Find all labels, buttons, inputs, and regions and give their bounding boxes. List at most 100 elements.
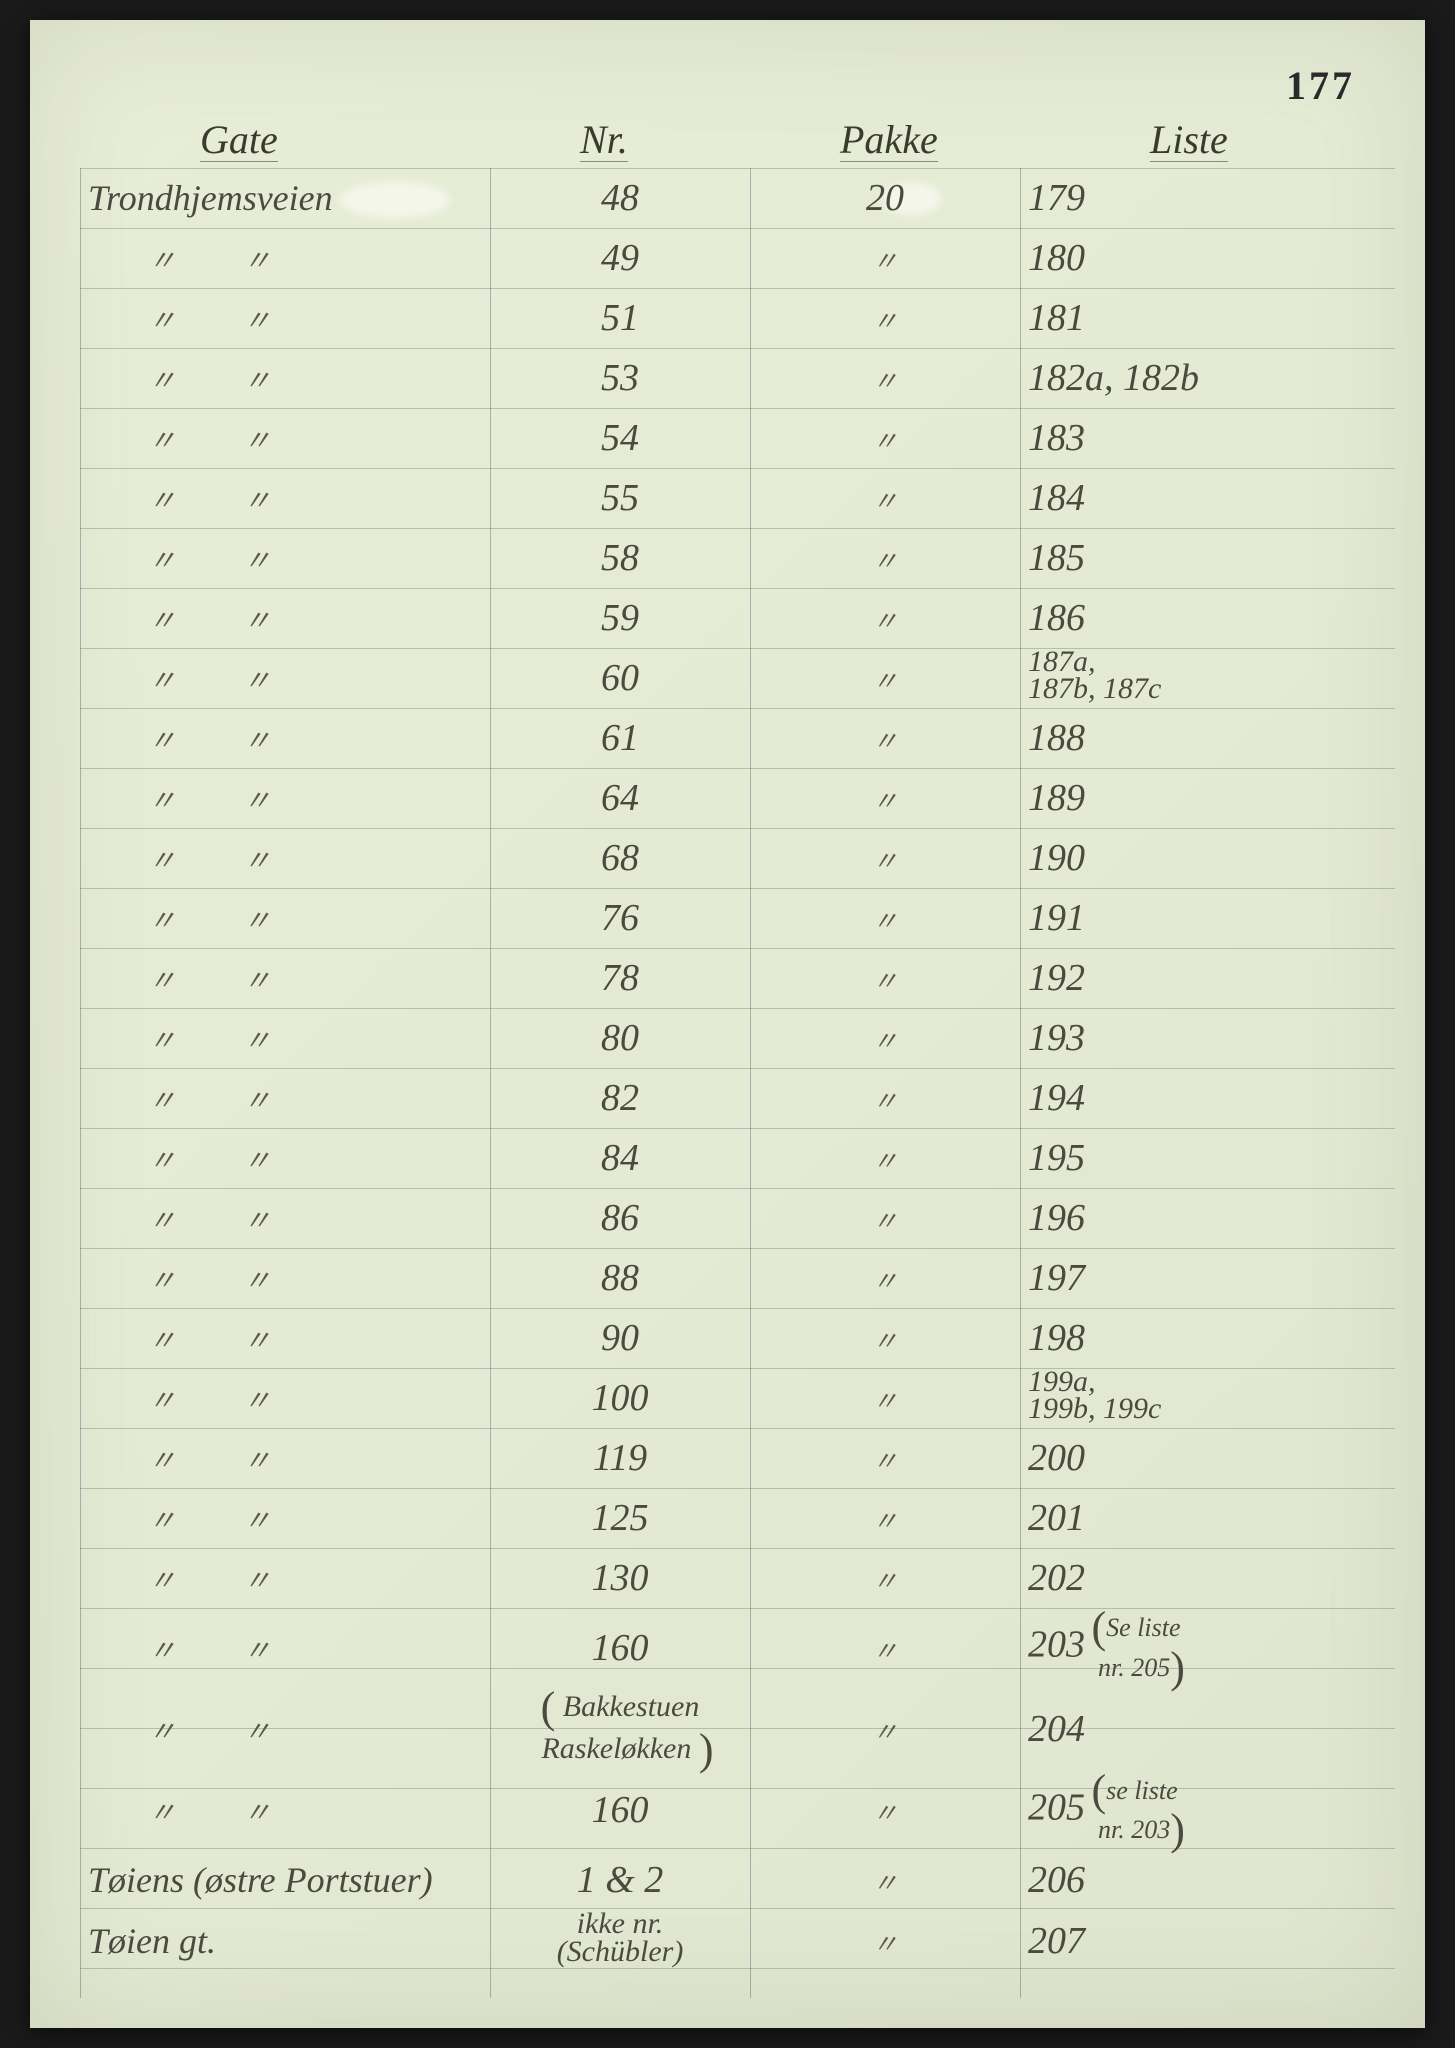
cell-pakke: 20	[750, 168, 1020, 228]
cell-nr: 76	[490, 888, 750, 948]
cell-liste: 202	[1020, 1548, 1395, 1608]
cell-gate: 〃 〃	[80, 1128, 490, 1188]
cell-pakke: 〃	[750, 768, 1020, 828]
cell-gate: Tøiens (østre Portstuer)	[80, 1850, 490, 1910]
cell-gate: 〃 〃	[80, 708, 490, 768]
cell-liste: 183	[1020, 408, 1395, 468]
cell-pakke: 〃	[750, 528, 1020, 588]
cell-gate: 〃 〃	[80, 588, 490, 648]
cell-gate: 〃 〃	[80, 1488, 490, 1548]
cell-nr: 160	[490, 1608, 750, 1687]
cell-pakke: 〃	[750, 828, 1020, 888]
cell-pakke: 〃	[750, 1488, 1020, 1548]
cell-nr: 86	[490, 1188, 750, 1248]
cell-pakke: 〃	[750, 648, 1020, 708]
cell-gate: 〃 〃	[80, 1008, 490, 1068]
cell-gate: 〃 〃	[80, 1771, 490, 1850]
cell-nr: 125	[490, 1488, 750, 1548]
cell-liste: 194	[1020, 1068, 1395, 1128]
cell-gate: Trondhjemsveien	[80, 168, 490, 228]
cell-nr: 90	[490, 1308, 750, 1368]
cell-pakke: 〃	[750, 1548, 1020, 1608]
cell-pakke: 〃	[750, 708, 1020, 768]
table-row: 〃 〃86〃196	[80, 1188, 1395, 1248]
cell-liste: 181	[1020, 288, 1395, 348]
cell-gate: 〃 〃	[80, 1428, 490, 1488]
cell-liste: 185	[1020, 528, 1395, 588]
cell-liste: 192	[1020, 948, 1395, 1008]
cell-pakke: 〃	[750, 1910, 1020, 1972]
cell-nr: 51	[490, 288, 750, 348]
cell-gate: 〃 〃	[80, 1248, 490, 1308]
cell-liste: 203 (Se liste nr. 205)	[1020, 1608, 1395, 1687]
cell-nr: 68	[490, 828, 750, 888]
cell-liste: 184	[1020, 468, 1395, 528]
cell-pakke: 〃	[750, 1850, 1020, 1910]
cell-liste: 196	[1020, 1188, 1395, 1248]
ledger-page: 177 Gate Nr. Pakke Liste Trondhjemsveien…	[30, 20, 1425, 2028]
cell-liste: 193	[1020, 1008, 1395, 1068]
header-pakke: Pakke	[840, 116, 938, 162]
cell-nr: 59	[490, 588, 750, 648]
cell-liste: 179	[1020, 168, 1395, 228]
cell-gate: 〃 〃	[80, 1068, 490, 1128]
cell-liste: 191	[1020, 888, 1395, 948]
cell-liste: 187a,187b, 187c	[1020, 648, 1395, 708]
cell-nr: 58	[490, 528, 750, 588]
cell-liste: 186	[1020, 588, 1395, 648]
table-row: 〃 〃160〃203 (Se liste nr. 205)	[80, 1608, 1395, 1687]
cell-pakke: 〃	[750, 1128, 1020, 1188]
cell-liste: 197	[1020, 1248, 1395, 1308]
cell-pakke: 〃	[750, 228, 1020, 288]
cell-pakke: 〃	[750, 1608, 1020, 1687]
cell-nr: 84	[490, 1128, 750, 1188]
cell-nr: 88	[490, 1248, 750, 1308]
cell-nr: 80	[490, 1008, 750, 1068]
cell-gate: 〃 〃	[80, 768, 490, 828]
cell-liste: 198	[1020, 1308, 1395, 1368]
header-nr: Nr.	[580, 116, 628, 162]
table-row: 〃 〃160〃205 (se liste nr. 203)	[80, 1771, 1395, 1850]
cell-pakke: 〃	[750, 948, 1020, 1008]
table-row: 〃 〃49〃180	[80, 228, 1395, 288]
cell-pakke: 〃	[750, 408, 1020, 468]
cell-pakke: 〃	[750, 1068, 1020, 1128]
cell-liste: 190	[1020, 828, 1395, 888]
cell-gate: 〃 〃	[80, 1308, 490, 1368]
table-row: 〃 〃80〃193	[80, 1008, 1395, 1068]
table-row: 〃 〃51〃181	[80, 288, 1395, 348]
column-headers: Gate Nr. Pakke Liste	[80, 120, 1395, 168]
cell-nr: 100	[490, 1368, 750, 1428]
cell-gate: 〃 〃	[80, 1188, 490, 1248]
cell-gate: 〃 〃	[80, 468, 490, 528]
cell-liste: 200	[1020, 1428, 1395, 1488]
cell-gate: 〃 〃	[80, 648, 490, 708]
cell-liste: 188	[1020, 708, 1395, 768]
table-row: 〃 〃( Bakkestuen Raskeløkken )〃204	[80, 1687, 1395, 1771]
table-row: 〃 〃54〃183	[80, 408, 1395, 468]
cell-liste: 182a, 182b	[1020, 348, 1395, 408]
cell-nr: 61	[490, 708, 750, 768]
cell-gate: 〃 〃	[80, 528, 490, 588]
cell-liste: 207	[1020, 1910, 1395, 1972]
cell-pakke: 〃	[750, 348, 1020, 408]
cell-pakke: 〃	[750, 1687, 1020, 1771]
cell-nr: 78	[490, 948, 750, 1008]
table-row: 〃 〃59〃186	[80, 588, 1395, 648]
header-gate: Gate	[200, 116, 278, 162]
cell-liste: 180	[1020, 228, 1395, 288]
cell-pakke: 〃	[750, 1188, 1020, 1248]
cell-pakke: 〃	[750, 1368, 1020, 1428]
table-row: Trondhjemsveien4820179	[80, 168, 1395, 228]
cell-nr: ikke nr.(Schübler)	[490, 1910, 750, 1972]
table-row: 〃 〃88〃197	[80, 1248, 1395, 1308]
cell-nr: 160	[490, 1771, 750, 1850]
ledger-sheet: Gate Nr. Pakke Liste Trondhjemsveien4820…	[80, 120, 1395, 1998]
cell-gate: 〃 〃	[80, 828, 490, 888]
header-liste: Liste	[1150, 116, 1228, 162]
cell-liste: 195	[1020, 1128, 1395, 1188]
cell-gate: 〃 〃	[80, 1368, 490, 1428]
table-row: 〃 〃90〃198	[80, 1308, 1395, 1368]
table-row: 〃 〃55〃184	[80, 468, 1395, 528]
table-row: 〃 〃82〃194	[80, 1068, 1395, 1128]
